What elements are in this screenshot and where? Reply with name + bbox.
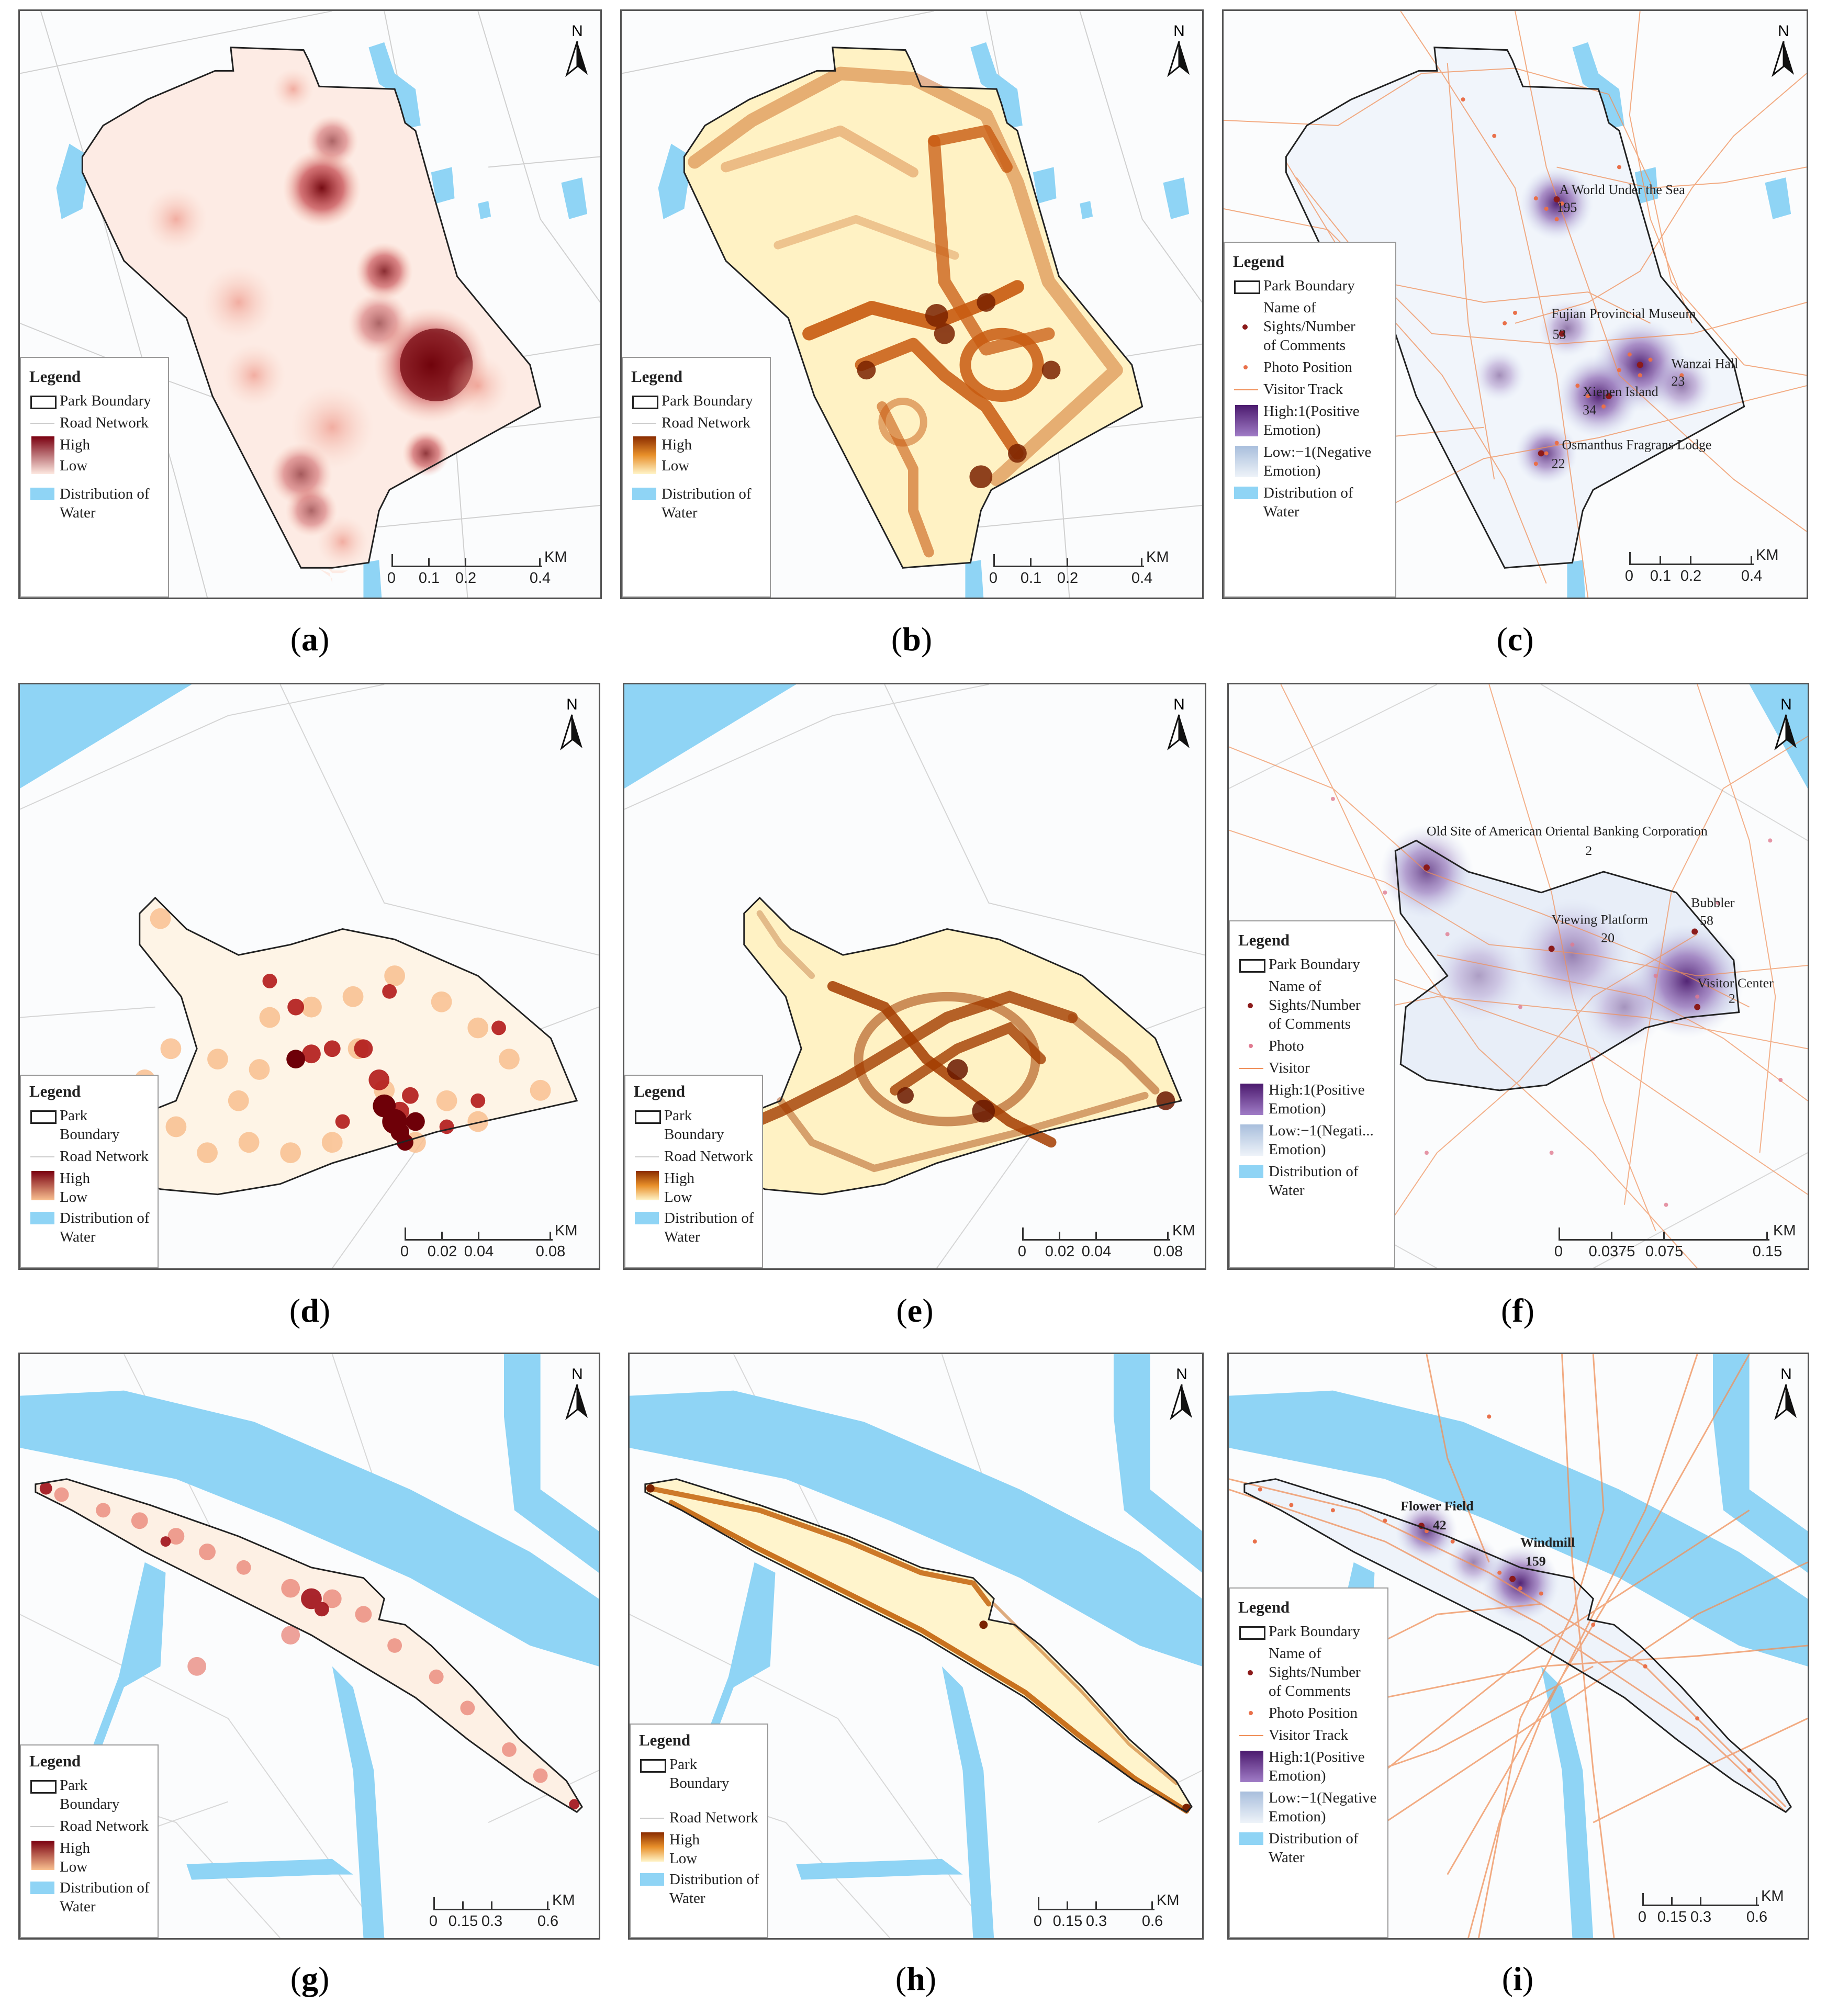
map-panel-h: N 0 0.15 0.3 0.6 KM Legend Park Boundary… xyxy=(628,1353,1204,1940)
north-arrow: N xyxy=(559,22,596,80)
map-canvas: Old Site of American Oriental Banking Co… xyxy=(1229,684,1808,1268)
river xyxy=(20,1390,599,1666)
map-panel-e: N 0 0.02 0.04 0.08 KM Legend Park Bounda… xyxy=(623,683,1206,1270)
park-fill xyxy=(35,1479,582,1812)
map-canvas xyxy=(630,1354,1202,1938)
sight-label: Visitor Center xyxy=(1697,975,1774,990)
sight-label: Fujian Provincial Museum xyxy=(1552,306,1696,321)
park-boundary xyxy=(701,896,1183,1196)
sight-count: 2 xyxy=(1585,843,1592,858)
park-boundary xyxy=(81,47,542,569)
visitor-tracks xyxy=(1229,1354,1808,1938)
sight-label: Bubbler xyxy=(1691,895,1735,910)
sight-label: Viewing Platform xyxy=(1552,912,1648,927)
heatmap-g xyxy=(39,1482,580,1810)
sight-label: Wanzai Hall xyxy=(1671,356,1738,371)
north-arrow: N xyxy=(1163,1366,1200,1423)
north-arrow: N xyxy=(1161,22,1197,80)
emotion-surface xyxy=(1380,825,1744,1049)
sight-count: 34 xyxy=(1583,402,1596,418)
map-panel-b: N 0 0.1 0.2 0.4 KM Legend Park Boundary … xyxy=(620,9,1204,599)
map-canvas xyxy=(20,1354,599,1938)
sight-count: 22 xyxy=(1552,456,1565,471)
sight-label: Osmanthus Fragrans Lodge xyxy=(1562,437,1712,453)
legend: Legend Park Boundary Name of Sights/Numb… xyxy=(1229,1587,1388,1938)
legend: Legend Park Boundary Road Network High Lo… xyxy=(622,357,771,598)
sight-count: 2 xyxy=(1729,991,1735,1006)
park-boundary xyxy=(683,47,1144,569)
north-arrow: N xyxy=(559,1366,596,1423)
map-canvas xyxy=(622,11,1202,598)
north-arrow-icon xyxy=(1167,714,1190,751)
sight-labels: Flower Field 42 Windmill 159 xyxy=(1400,1498,1575,1568)
map-panel-a: N 0 0.1 0.2 0.4 KM Legend Park Boundary … xyxy=(18,9,602,599)
north-arrow-icon xyxy=(560,714,582,751)
legend: Legend Park Boundary Name of Sights/Numb… xyxy=(1229,920,1395,1268)
north-arrow: N xyxy=(1765,22,1802,80)
caption-h: (h) xyxy=(895,1960,937,1997)
legend: Legend Park Boundary Name of Sights/Numb… xyxy=(1224,242,1396,598)
map-canvas xyxy=(20,11,600,598)
caption-f: (f) xyxy=(1501,1292,1534,1329)
north-arrow: N xyxy=(1161,696,1197,753)
map-canvas xyxy=(624,684,1205,1268)
caption-e: (e) xyxy=(896,1292,934,1329)
sight-label: Flower Field xyxy=(1400,1498,1474,1513)
emotion-surface xyxy=(1395,1500,1560,1623)
map-panel-g: N 0 0.15 0.3 0.6 KM Legend Park Boundary… xyxy=(18,1353,600,1940)
photo-positions xyxy=(1461,97,1684,466)
sight-label: A World Under the Sea xyxy=(1560,182,1686,197)
park-boundary xyxy=(35,1478,584,1814)
caption-c: (c) xyxy=(1496,621,1534,658)
north-arrow: N xyxy=(554,696,590,753)
north-arrow: N xyxy=(1768,1366,1804,1423)
sight-count: 159 xyxy=(1526,1553,1546,1569)
north-arrow: N xyxy=(1768,696,1804,753)
map-panel-i: Flower Field 42 Windmill 159 N 0 0.15 0.… xyxy=(1227,1353,1809,1940)
sight-label: Old Site of American Oriental Banking Co… xyxy=(1427,823,1708,838)
legend: Legend Park Boundary Road Network High Lo… xyxy=(20,357,169,598)
sight-count: 58 xyxy=(1700,913,1713,928)
track-density xyxy=(647,1485,1190,1814)
caption-d: (d) xyxy=(289,1292,331,1329)
north-arrow-icon xyxy=(565,1384,588,1421)
north-arrow-icon xyxy=(1167,41,1190,77)
sight-count: 20 xyxy=(1601,930,1615,945)
north-arrow-icon xyxy=(565,41,588,77)
north-arrow-icon xyxy=(1774,714,1797,751)
north-arrow-icon xyxy=(1772,41,1794,77)
track-density xyxy=(702,910,1160,1173)
park-boundary xyxy=(1243,1478,1792,1814)
legend: Legend Park Boundary Road Network High Lo… xyxy=(20,1744,159,1938)
caption-b: (b) xyxy=(891,621,933,658)
sight-label: Windmill xyxy=(1520,1535,1575,1550)
sight-count: 42 xyxy=(1433,1517,1447,1533)
park-boundary xyxy=(644,1478,1193,1814)
caption-i: (i) xyxy=(1501,1960,1534,1997)
heatmap-a xyxy=(144,68,509,568)
legend: Legend Park Boundary Road Network High Lo… xyxy=(20,1075,159,1268)
map-canvas: A World Under the Sea 195 Fujian Provinc… xyxy=(1224,11,1807,598)
sight-label: Xiepen Island xyxy=(1583,384,1658,399)
sight-count: 195 xyxy=(1557,200,1577,215)
caption-g: (g) xyxy=(290,1960,330,1997)
legend: Legend Park Boundary Road Network High Lo… xyxy=(630,1724,768,1938)
sight-count: 23 xyxy=(1671,374,1685,389)
caption-a: (a) xyxy=(290,621,330,658)
map-panel-f: Old Site of American Oriental Banking Co… xyxy=(1227,683,1809,1270)
north-arrow-icon xyxy=(1774,1384,1797,1421)
sight-labels: A World Under the Sea 195 Fujian Provinc… xyxy=(1552,182,1739,471)
sight-count: 53 xyxy=(1553,327,1566,342)
map-canvas xyxy=(20,684,599,1268)
sight-labels: Old Site of American Oriental Banking Co… xyxy=(1427,823,1774,1006)
park-boundary xyxy=(97,896,578,1196)
water-body xyxy=(20,684,192,789)
visitor-tracks xyxy=(1229,684,1808,1268)
map-panel-d: N 0 0.02 0.04 0.08 KM Legend Park Bounda… xyxy=(18,683,600,1270)
park-boundary xyxy=(1394,839,1740,1091)
legend: Legend Park Boundary Road Network High Lo… xyxy=(624,1075,763,1268)
north-arrow-icon xyxy=(1170,1384,1192,1421)
map-panel-c: A World Under the Sea 195 Fujian Provinc… xyxy=(1222,9,1808,599)
park-boundary xyxy=(1285,47,1745,569)
